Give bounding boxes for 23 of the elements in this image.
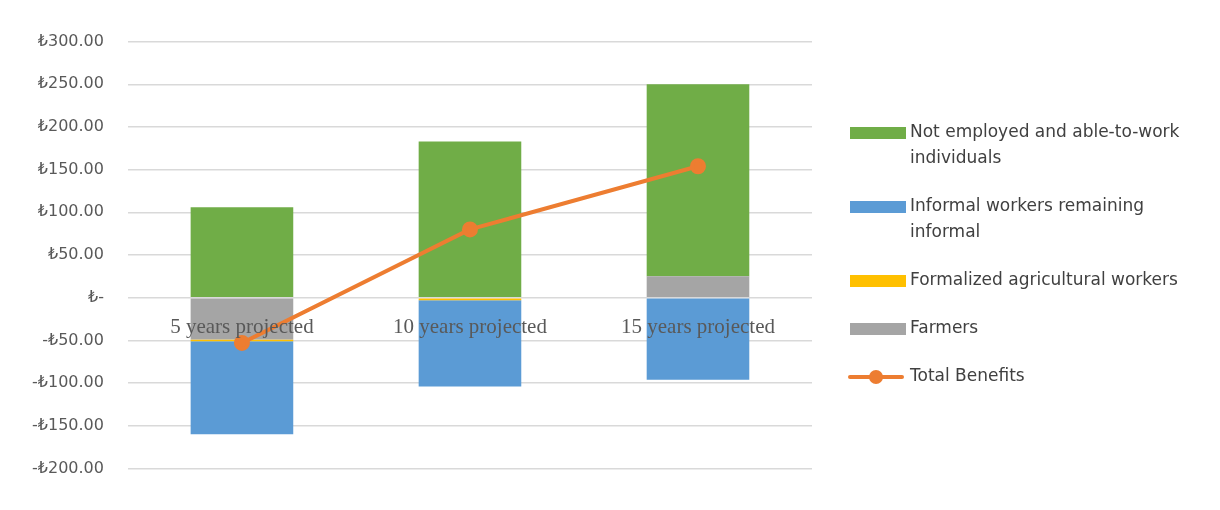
legend-label: Informal workers remaining informal <box>910 195 1145 242</box>
legend-label: Formalized agricultural workers <box>910 269 1178 290</box>
y-tick-label: -₺50.00 <box>42 329 104 349</box>
bar <box>646 84 750 277</box>
legend-label: Total Benefits <box>909 365 1025 386</box>
point <box>689 158 706 175</box>
y-tick-label: ₺300.00 <box>37 30 104 50</box>
point <box>461 221 478 238</box>
bar <box>190 207 294 297</box>
y-tick-label: ₺200.00 <box>37 116 104 136</box>
y-tick-label: ₺150.00 <box>37 158 104 178</box>
bar <box>190 341 294 435</box>
y-tick-label: ₺250.00 <box>37 73 104 93</box>
y-tick-label: -₺100.00 <box>32 372 104 392</box>
y-tick-label: -₺150.00 <box>32 414 104 434</box>
bar <box>646 276 750 297</box>
y-tick-label: ₺- <box>87 286 104 306</box>
y-tick-label: -₺200.00 <box>32 457 104 477</box>
y-tick-label: ₺100.00 <box>37 201 104 221</box>
y-tick-label: ₺50.00 <box>47 244 104 264</box>
legend-label: Farmers <box>910 317 979 338</box>
legend-label: Not employed and able-to-work individuals <box>910 121 1180 168</box>
bar <box>418 141 522 297</box>
